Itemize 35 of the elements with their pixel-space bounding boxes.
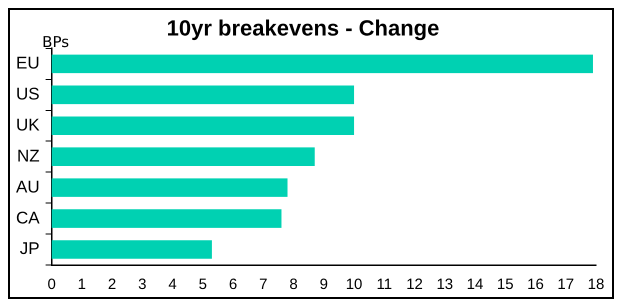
- y-tick-label: UK: [16, 115, 40, 134]
- bar: [52, 54, 593, 74]
- x-tick-label: 7: [259, 276, 268, 294]
- x-tick-label: 13: [436, 276, 454, 294]
- x-tick-label: 1: [78, 276, 86, 294]
- x-tick-label: 2: [108, 276, 116, 294]
- x-tick-label: 11: [376, 276, 392, 294]
- y-tick-label: CA: [16, 208, 40, 228]
- x-tick-label: 17: [557, 276, 574, 294]
- bar: [52, 86, 354, 104]
- x-tick-label: 6: [228, 276, 238, 294]
- y-tick-label: EU: [16, 54, 40, 73]
- x-tick-label: 5: [198, 276, 208, 294]
- x-tick-label: 15: [496, 276, 514, 294]
- x-tick-label: 0: [47, 276, 56, 294]
- bar: [52, 147, 315, 166]
- x-tick-label: 3: [138, 276, 147, 294]
- x-tick-label: 8: [289, 276, 298, 294]
- bar: [52, 178, 288, 197]
- x-tick-label: 10: [346, 276, 362, 294]
- y-tick-label: JP: [20, 239, 40, 258]
- bar: [52, 209, 282, 228]
- x-tick-label: 12: [406, 276, 423, 294]
- x-tick-label: 4: [168, 276, 177, 294]
- x-tick-label: 16: [527, 276, 544, 294]
- y-axis-title: BPs: [42, 32, 70, 51]
- x-tick-label: 18: [588, 276, 604, 294]
- x-tick-label: 14: [466, 276, 484, 294]
- chart-title: 10yr breakevens - Change: [166, 15, 440, 40]
- bar: [52, 116, 354, 136]
- x-tick-label: 9: [320, 276, 328, 294]
- y-tick-label: US: [16, 84, 40, 104]
- bar: [52, 240, 212, 259]
- y-tick-label: NZ: [16, 146, 40, 166]
- y-tick-label: AU: [16, 177, 40, 196]
